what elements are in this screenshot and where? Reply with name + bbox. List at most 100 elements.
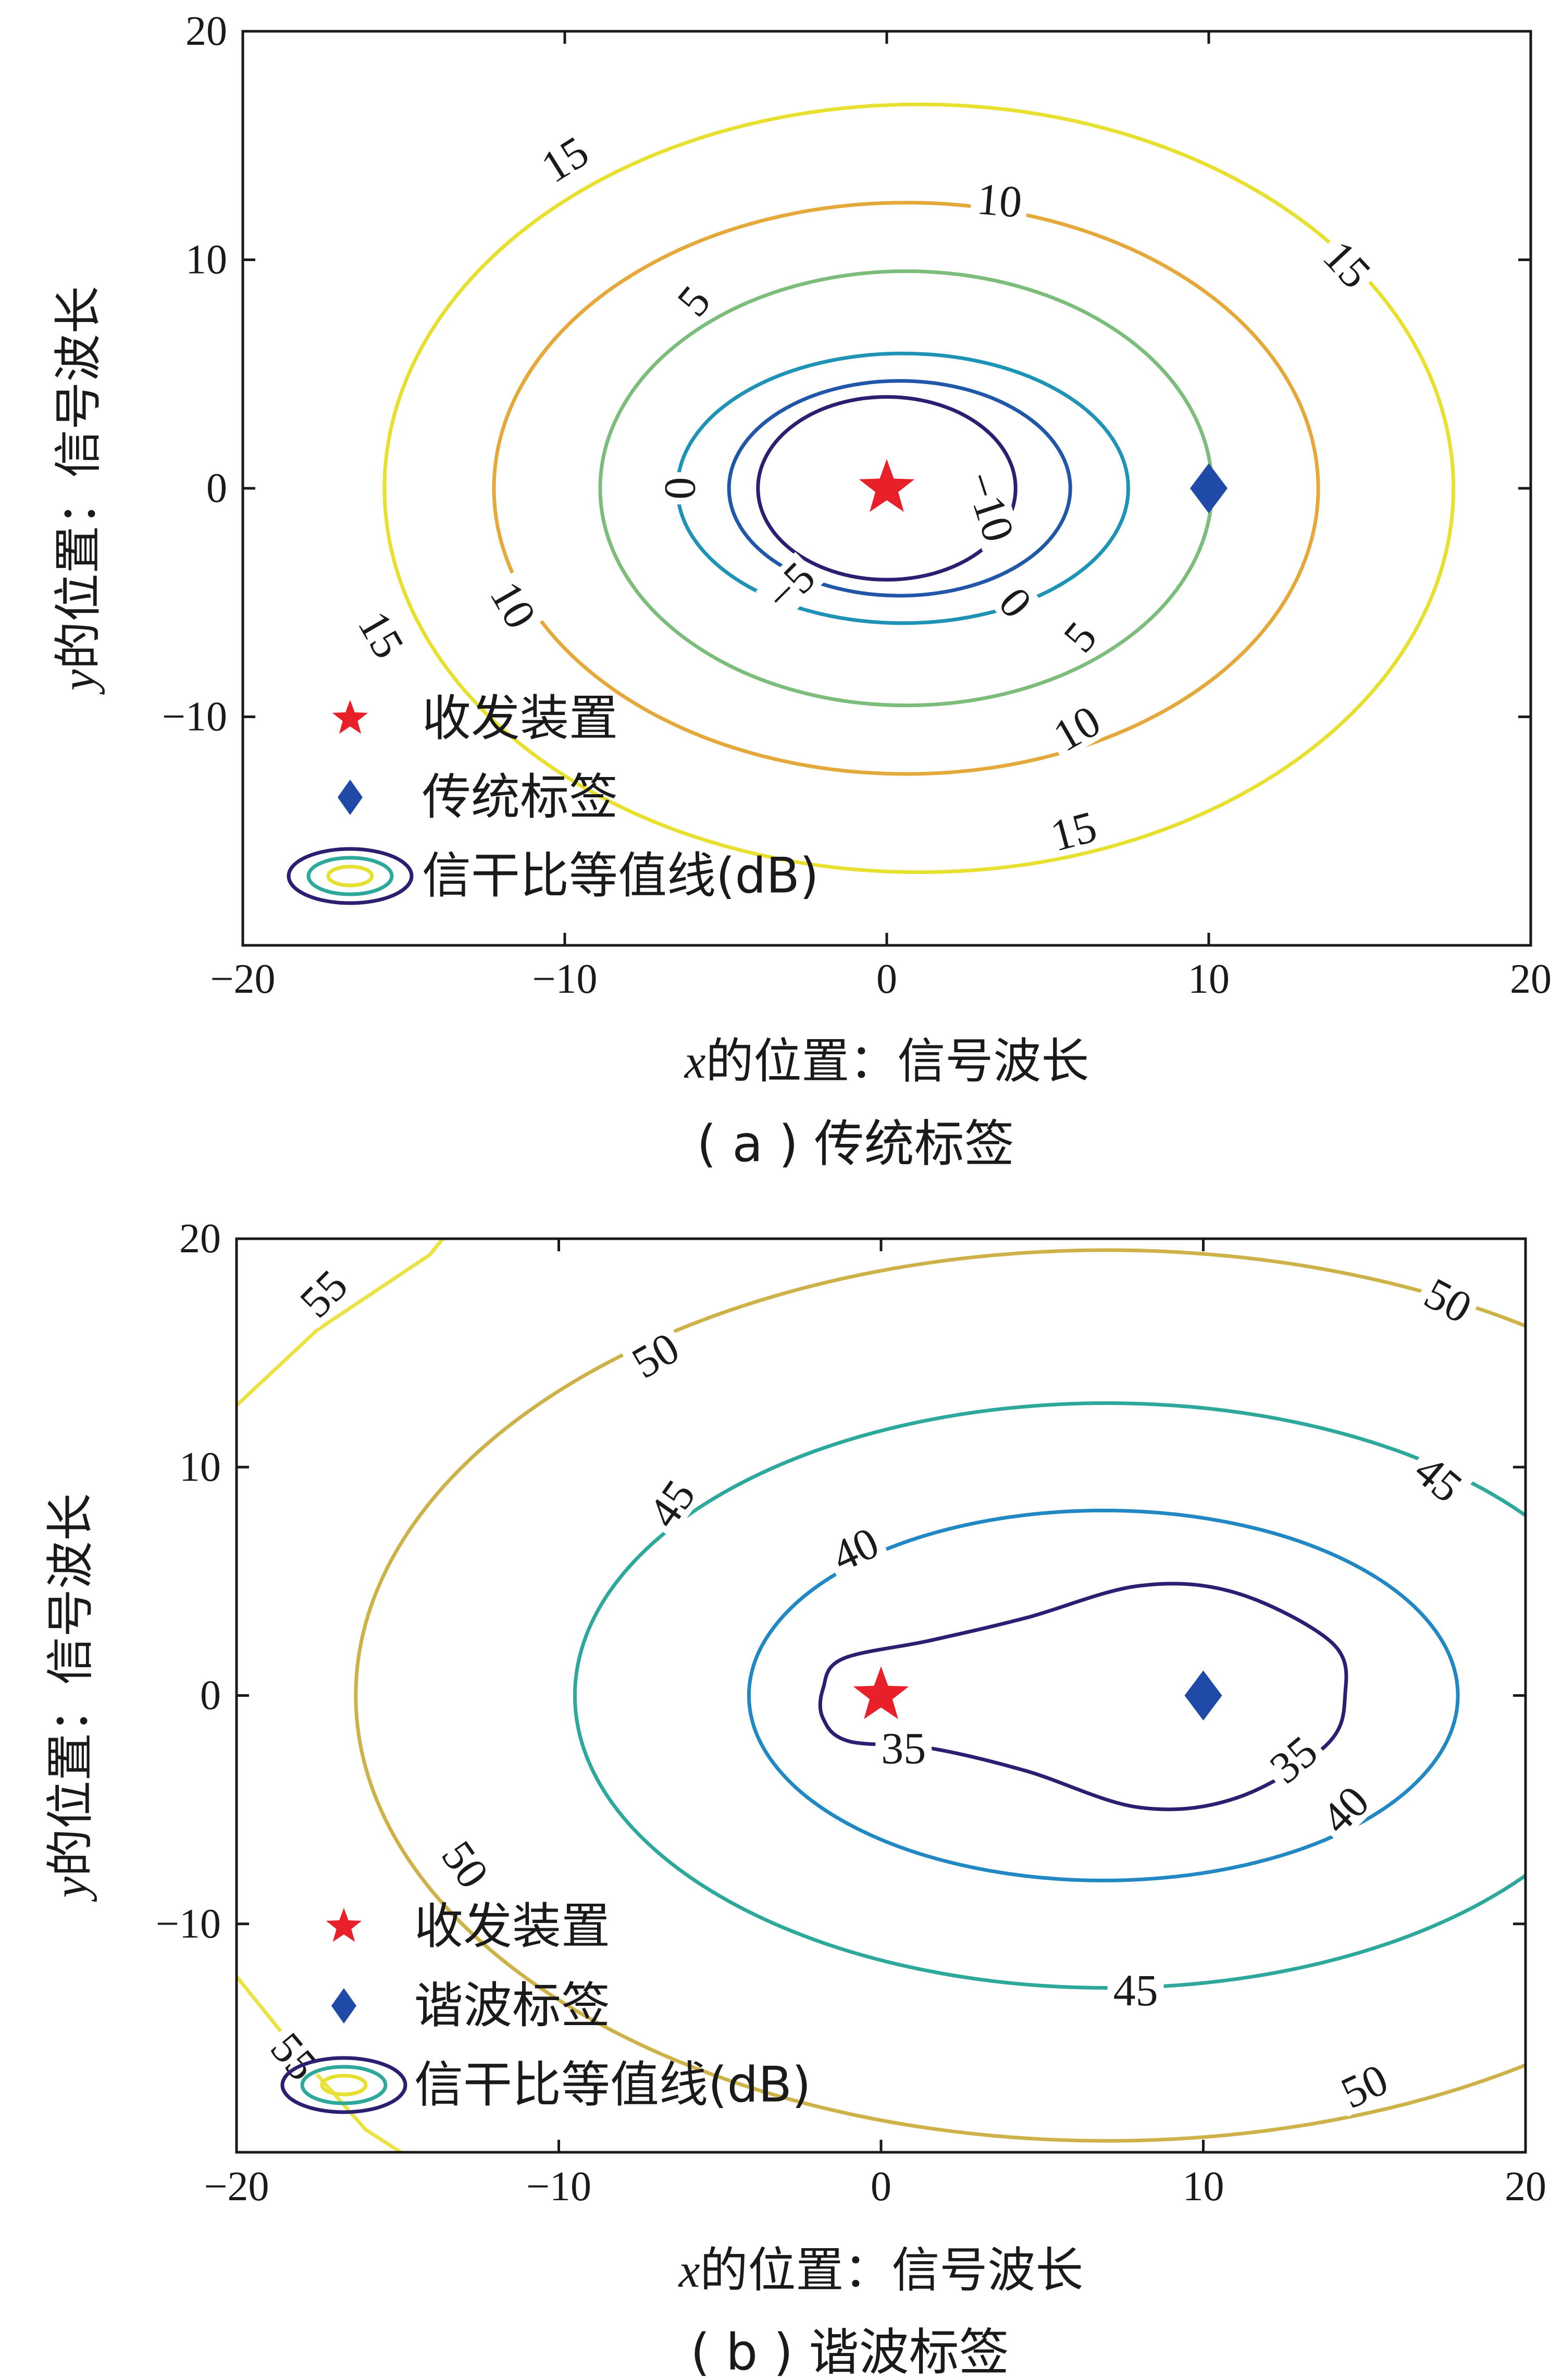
legend-label: 收发装置 xyxy=(414,1898,610,1955)
contour-label: 10 xyxy=(1045,695,1108,761)
contour-label-bg xyxy=(432,1829,499,1900)
legend-label: 传统标签 xyxy=(422,769,618,826)
contour-label-bg xyxy=(638,1469,705,1539)
contour-label: 55 xyxy=(290,1260,357,1327)
contour-label-bg xyxy=(1312,229,1382,300)
tag-diamond-marker xyxy=(1190,463,1228,513)
x-axis-label-text: 的位置：信号波长 xyxy=(705,1033,1089,1089)
contour-label-bg xyxy=(481,570,546,640)
transceiver-star-marker xyxy=(859,459,915,512)
x-tick-label: 10 xyxy=(1188,956,1230,1002)
y-axis-label-text: 的位置：信号波长 xyxy=(51,286,106,670)
y-tick-label: 20 xyxy=(179,1216,221,1262)
legend-label: 信干比等值线(dB) xyxy=(414,2057,811,2114)
tag-diamond-marker xyxy=(1184,1670,1222,1721)
contour-label: 0 xyxy=(655,477,705,500)
x-tick-label: −20 xyxy=(210,956,275,1002)
contour-label-bg xyxy=(1414,1268,1483,1332)
contour-label: 50 xyxy=(1417,1268,1480,1333)
contour-label: 40 xyxy=(824,1517,886,1581)
contour-label: 10 xyxy=(480,573,546,636)
contour-minus5-line xyxy=(727,379,1072,598)
contour-label-bg xyxy=(755,552,825,622)
contour-label-bg xyxy=(349,599,414,670)
x-axis-label: x的位置：信号波长 xyxy=(684,1033,1089,1089)
contour-label: 15 xyxy=(532,126,597,192)
legend-contour-icon xyxy=(280,2056,407,2114)
legend-contour-icon xyxy=(287,847,414,905)
y-tick-label: 0 xyxy=(206,465,227,511)
y-axis-label-var: y xyxy=(44,1877,97,1902)
y-tick-label: −10 xyxy=(162,694,227,740)
legend-label: 收发装置 xyxy=(422,690,618,747)
contour-35-line xyxy=(818,1582,1348,1811)
contour-label: 50 xyxy=(624,1322,687,1388)
contour-label: 40 xyxy=(1311,1776,1379,1843)
contour-label-bg xyxy=(1330,2055,1399,2117)
contour-45-line xyxy=(573,1401,1526,1990)
x-axis-label: x的位置：信号波长 xyxy=(678,2242,1084,2298)
transceiver-star-marker xyxy=(853,1666,909,1719)
contour-label-bg xyxy=(1107,1969,1164,2011)
contour-label: 50 xyxy=(432,1832,499,1897)
contour-50-line xyxy=(354,1248,1526,2143)
panel-caption: ( b ) 谐波标签 xyxy=(690,2323,1009,2380)
contour-label: 55 xyxy=(261,2023,328,2090)
y-axis-label-var: y xyxy=(52,669,105,695)
legend-diamond-icon xyxy=(338,780,363,815)
contour-label-bg xyxy=(1258,1725,1329,1794)
contour-lines xyxy=(382,102,1456,874)
y-axis-label: y的位置：信号波长 xyxy=(51,286,106,695)
contour-label-bg xyxy=(989,576,1042,628)
legend-label: 谐波标签 xyxy=(414,1978,610,2034)
contour-label-bg xyxy=(1053,611,1107,663)
contour-label: 15 xyxy=(1313,231,1381,298)
x-tick-label: 20 xyxy=(1510,956,1552,1002)
x-axis-label-var: x xyxy=(678,2244,700,2297)
y-tick-label: 0 xyxy=(200,1673,221,1719)
contour-label: 45 xyxy=(638,1471,705,1537)
contour-label-bg xyxy=(1040,804,1106,859)
x-axis-label-text: 的位置：信号波长 xyxy=(700,2242,1083,2298)
x-tick-label: 0 xyxy=(871,2164,891,2210)
contour-label-bg xyxy=(1310,1775,1380,1845)
contour-15-line xyxy=(382,102,1456,874)
contour-label: 45 xyxy=(1405,1445,1472,1512)
x-tick-label: −20 xyxy=(204,2164,269,2210)
y-axis-label: y的位置：信号波长 xyxy=(43,1493,98,1902)
y-tick-label: 10 xyxy=(179,1444,221,1490)
contour-label-bg xyxy=(821,1518,890,1581)
legend-star-icon xyxy=(332,700,368,734)
contour-label: 35 xyxy=(881,1723,926,1773)
panel-caption: ( a ) 传统标签 xyxy=(697,1115,1014,1173)
x-tick-label: 0 xyxy=(876,956,897,1002)
legend-label: 信干比等值线(dB) xyxy=(422,848,819,905)
contour-40-line xyxy=(747,1509,1460,1882)
y-tick-label: 20 xyxy=(185,8,227,54)
contour-label-bg xyxy=(1403,1444,1474,1513)
contour-label-bg xyxy=(1042,696,1112,761)
contour-label-bg xyxy=(660,472,702,504)
contour-minus10-line xyxy=(756,395,1018,582)
x-axis-label-var: x xyxy=(684,1035,706,1088)
contour-label-bg xyxy=(621,1323,690,1388)
legend-diamond-icon xyxy=(331,1988,356,2024)
legend-star-icon xyxy=(326,1908,362,1942)
y-tick-label: −10 xyxy=(156,1901,221,1947)
contour-label: 10 xyxy=(975,174,1024,227)
contour-label-bg xyxy=(530,127,600,192)
y-axis-label-text: 的位置：信号波长 xyxy=(43,1493,98,1877)
contour-label: 45 xyxy=(1113,1965,1158,2015)
x-tick-label: −10 xyxy=(526,2164,591,2210)
contour-55-line xyxy=(237,1239,444,1407)
contour-label: 15 xyxy=(349,602,414,666)
contour-label-bg xyxy=(957,462,1022,551)
contour-10-line xyxy=(492,201,1320,776)
contour-label-bg xyxy=(875,1727,932,1769)
contour-label-bg xyxy=(667,275,720,327)
x-tick-label: 20 xyxy=(1505,2164,1546,2210)
